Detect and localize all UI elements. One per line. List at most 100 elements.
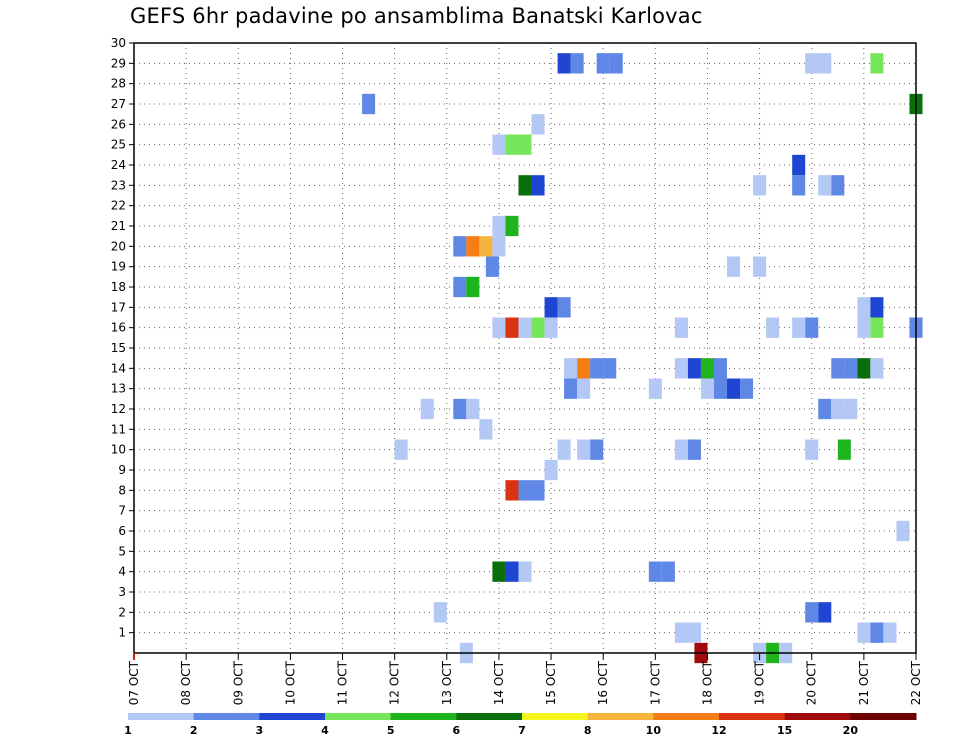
y-tick-label: 16: [111, 321, 126, 335]
y-tick-label: 20: [111, 239, 126, 253]
y-tick-label: 17: [111, 300, 126, 314]
heatmap-cell: [700, 358, 714, 379]
heatmap-cell: [844, 398, 858, 420]
legend-label: 7: [518, 724, 526, 737]
legend: 1 2 3 4 5 6 7 8 10 12 15 20: [124, 713, 917, 737]
x-tick-label: 11 OCT: [336, 660, 350, 705]
heatmap-cell: [492, 134, 506, 155]
heatmap-cell: [687, 439, 701, 460]
heatmap-cell: [687, 358, 701, 379]
heatmap-cell: [805, 439, 819, 460]
heatmap-cell: [603, 358, 617, 379]
heatmap-cell: [831, 175, 845, 196]
heatmap-cell: [674, 439, 688, 460]
y-tick-label: 12: [111, 402, 126, 416]
heatmap-cell: [453, 276, 467, 298]
legend-swatch: [850, 713, 917, 720]
heatmap-cell: [505, 317, 519, 338]
heatmap-cell: [557, 53, 571, 74]
heatmap-cell: [596, 53, 610, 74]
x-tick-label: 17 OCT: [648, 660, 662, 705]
heatmap-cell: [857, 622, 871, 643]
heatmap-cell: [857, 358, 871, 379]
heatmap-cell: [505, 480, 519, 501]
heatmap-cell: [518, 317, 532, 338]
heatmap-cell: [870, 297, 884, 318]
x-tick-label: 14 OCT: [492, 660, 506, 705]
heatmap-cell: [577, 378, 591, 399]
heatmap-cell: [753, 175, 767, 196]
y-tick-label: 19: [111, 260, 126, 274]
legend-swatch: [325, 713, 392, 720]
heatmap-cell: [466, 236, 480, 257]
heatmap-cell: [792, 317, 806, 338]
chart-title: GEFS 6hr padavine po ansamblima Banatski…: [130, 4, 703, 28]
heatmap-cell: [544, 317, 558, 338]
heatmap-cell: [485, 256, 499, 277]
x-tick-label: 18 OCT: [700, 660, 714, 705]
legend-label: 5: [387, 724, 395, 737]
heatmap-cell: [505, 215, 519, 237]
x-tick-label: 19 OCT: [753, 660, 767, 705]
y-tick-label: 24: [111, 158, 126, 172]
x-tick-label: 10 OCT: [283, 660, 297, 705]
legend-label: 1: [124, 724, 132, 737]
y-tick-label: 10: [111, 443, 126, 457]
y-tick-label: 11: [111, 422, 126, 436]
heatmap-cell: [844, 358, 858, 379]
heatmap-cell: [674, 317, 688, 338]
legend-label: 6: [453, 724, 461, 737]
x-tick-label: 12 OCT: [388, 660, 402, 705]
heatmap-cell: [674, 358, 688, 379]
heatmap-cell: [564, 378, 578, 399]
y-tick-label: 13: [111, 382, 126, 396]
x-tick-label: 13 OCT: [440, 660, 454, 705]
legend-label: 8: [584, 724, 592, 737]
heatmap-cell: [857, 297, 871, 318]
heatmap-cell: [727, 256, 741, 277]
legend-label: 4: [321, 724, 329, 737]
y-tick-label: 18: [111, 280, 126, 294]
heatmap-cell: [492, 236, 506, 257]
y-tick-label: 25: [111, 138, 126, 152]
heatmap-cell: [570, 53, 584, 74]
x-tick-label: 22 OCT: [909, 660, 923, 705]
heatmap-cell: [433, 602, 447, 623]
heatmap-cell: [362, 93, 376, 115]
legend-swatch: [390, 713, 457, 720]
heatmap-cell: [818, 602, 832, 623]
legend-label: 10: [646, 724, 662, 737]
heatmap-cell: [492, 561, 506, 582]
y-tick-label: 7: [118, 504, 126, 518]
heatmap-cell: [766, 317, 780, 338]
heatmap-cell: [531, 175, 545, 196]
heatmap-cell: [420, 398, 434, 420]
heatmap-cell: [453, 236, 467, 257]
heatmap-cell: [492, 215, 506, 237]
heatmap-cell: [831, 358, 845, 379]
heatmap-cell: [531, 480, 545, 501]
heatmap-cell: [453, 398, 467, 420]
y-tick-label: 8: [118, 483, 126, 497]
heatmap-cell: [505, 561, 519, 582]
heatmap-cell: [870, 622, 884, 643]
heatmap-cell: [479, 419, 493, 440]
y-tick-label: 14: [111, 361, 126, 375]
heatmap-cell: [577, 439, 591, 460]
heatmap-cell: [857, 317, 871, 338]
heatmap-cell: [805, 53, 819, 74]
heatmap-cell: [805, 317, 819, 338]
y-tick-label: 15: [111, 341, 126, 355]
axes-layer: 1234567891011121314151617181920212223242…: [111, 36, 923, 705]
heatmap-cell: [870, 358, 884, 379]
heatmap-cell: [564, 358, 578, 379]
heatmap-cell: [505, 134, 519, 155]
heatmap-cell: [805, 602, 819, 623]
legend-label: 20: [843, 724, 859, 737]
heatmap-cell: [531, 317, 545, 338]
heatmap-cell: [479, 236, 493, 257]
heatmap-cell: [557, 439, 571, 460]
heatmap-cell: [896, 520, 910, 542]
y-tick-label: 5: [118, 544, 126, 558]
